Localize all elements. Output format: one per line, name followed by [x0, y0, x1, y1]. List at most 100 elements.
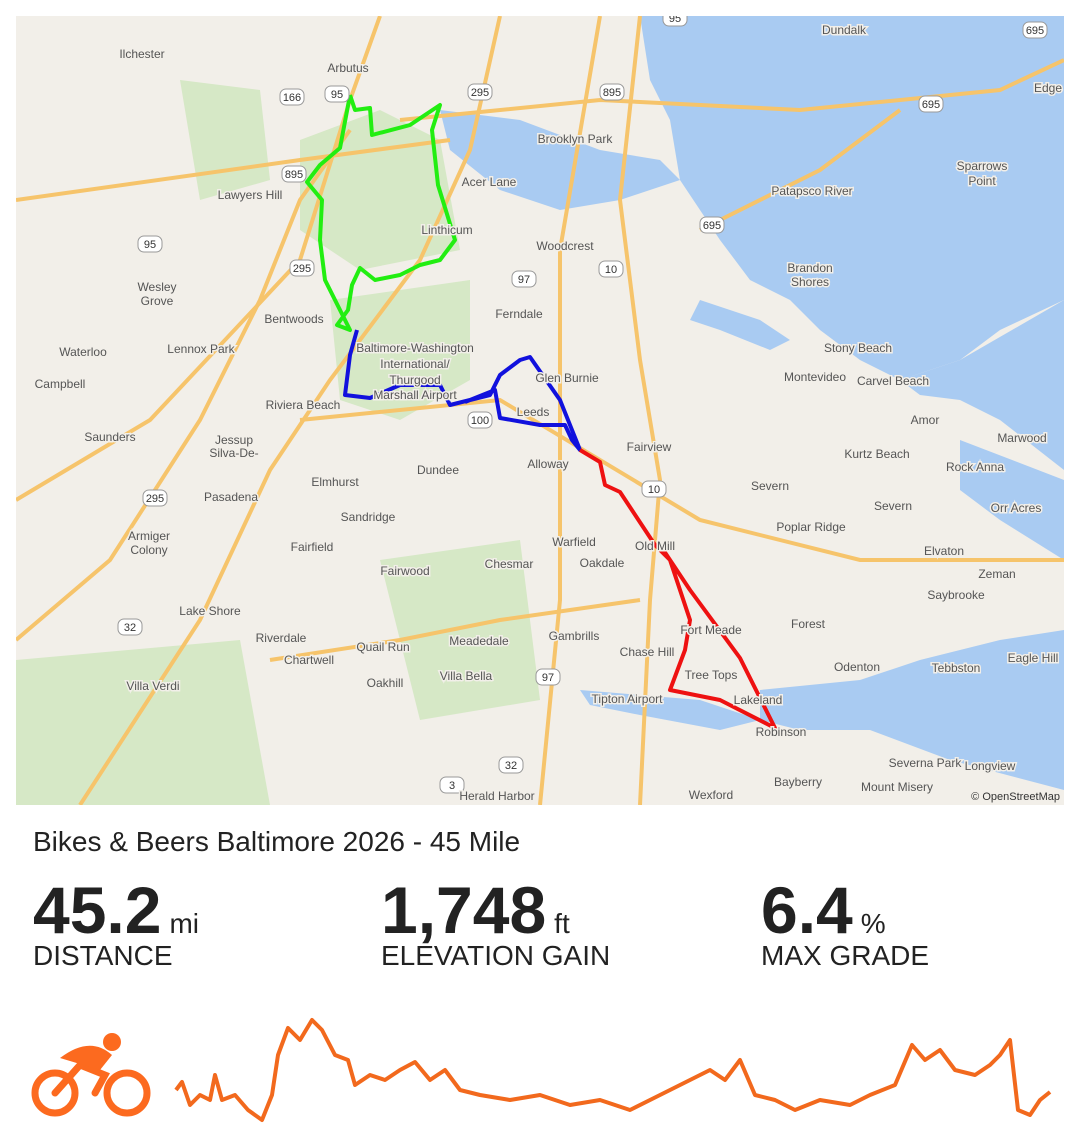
stat-value: 45.2 [33, 873, 162, 947]
place-label: Elvaton [924, 544, 964, 558]
stat: 6.4% MAX GRADE [761, 872, 929, 972]
stat-value: 6.4 [761, 873, 853, 947]
place-label: Orr Acres [991, 501, 1042, 515]
place-label: Montevideo [784, 370, 846, 384]
place-label: Sandridge [341, 510, 396, 524]
place-label: Lawyers Hill [218, 188, 283, 202]
shield [498, 756, 524, 774]
shield-label: 295 [293, 263, 311, 275]
shield [439, 776, 465, 794]
place-label: Edge [1034, 81, 1062, 95]
place-label: Chase Hill [620, 645, 675, 659]
place-label: Amor [911, 413, 940, 427]
shield-label: 10 [605, 264, 617, 276]
place-label: Chartwell [284, 653, 334, 667]
shield [1022, 21, 1048, 39]
stat-row: 6.4% [761, 872, 929, 948]
place-label: Armiger [128, 529, 170, 543]
place-label: Patapsco River [771, 184, 852, 198]
place-label: Carvel Beach [857, 374, 929, 388]
shield [918, 95, 944, 113]
route-title: Bikes & Beers Baltimore 2026 - 45 Mile [33, 826, 521, 857]
shield-label: 32 [505, 760, 517, 772]
shield-label: 895 [285, 169, 303, 181]
place-label: Jessup [215, 433, 253, 447]
place-label: International/ [380, 357, 450, 371]
shield [598, 260, 624, 278]
map[interactable]: 95 166 95 295 895 895 695 695 95 295 695 97 10 100 10 2… [16, 16, 1064, 805]
place-label: Tipton Airport [592, 692, 664, 706]
place-label: Riverdale [256, 631, 307, 645]
shield-label: 100 [471, 415, 489, 427]
shield [535, 668, 561, 686]
place-label: Stony Beach [824, 341, 892, 355]
stat-label: ELEVATION GAIN [381, 940, 611, 971]
shield-label: 3 [449, 780, 455, 792]
stat: 1,748 ft ELEVATION GAIN [381, 872, 610, 972]
place-label: Shores [791, 275, 829, 289]
place-label: Fairfield [291, 540, 334, 554]
place-label: Alloway [527, 457, 568, 471]
place-label: Villa Bella [440, 669, 493, 683]
shield [137, 235, 163, 253]
place-label: Wexford [689, 788, 733, 802]
place-label: Dundalk [822, 23, 867, 37]
shield-label: 10 [648, 484, 660, 496]
place-label: Ilchester [119, 47, 164, 61]
place-label: Quail Run [356, 640, 409, 654]
place-label: Baltimore-Washington [356, 341, 474, 355]
shield [289, 259, 315, 277]
shield [281, 165, 307, 183]
place-label: Severna Park [889, 756, 963, 770]
shield [599, 83, 625, 101]
place-label: Bentwoods [264, 312, 323, 326]
shield-label: 97 [542, 672, 554, 684]
place-label: Old Mill [635, 539, 675, 553]
place-label: Tebbston [932, 661, 981, 675]
attribution: © OpenStreetMap [971, 791, 1060, 803]
place-label: Oakdale [580, 556, 625, 570]
shield [662, 16, 688, 27]
place-label: Bayberry [774, 775, 822, 789]
place-label: Marwood [997, 431, 1046, 445]
place-label: Lakeland [734, 693, 783, 707]
place-label: Kurtz Beach [844, 447, 909, 461]
stat-unit: mi [169, 908, 200, 939]
place-label: Acer Lane [462, 175, 517, 189]
stat-label: DISTANCE [33, 940, 173, 971]
stat-label: MAX GRADE [761, 940, 930, 971]
place-label: Glen Burnie [535, 371, 599, 385]
place-label: Severn [751, 479, 789, 493]
place-label: Chesmar [485, 557, 534, 571]
place-label: Sparrows [957, 159, 1008, 173]
shield-label: 97 [518, 274, 530, 286]
place-label: Riviera Beach [266, 398, 341, 412]
shield-label: 32 [124, 622, 136, 634]
place-label: Eagle Hill [1008, 651, 1059, 665]
place-label: Thurgood [389, 373, 440, 387]
shield-label: 695 [1026, 25, 1044, 37]
shield-label: 95 [331, 89, 343, 101]
place-label: Mount Misery [861, 780, 933, 794]
place-label: Tree Tops [685, 668, 738, 682]
shield-label: 95 [144, 239, 156, 251]
place-label: Point [968, 174, 996, 188]
place-label: Longview [965, 759, 1016, 773]
shield [511, 270, 537, 288]
place-label: Leeds [517, 405, 550, 419]
shield-label: 895 [603, 87, 621, 99]
place-label: Warfield [552, 535, 596, 549]
shield [324, 85, 350, 103]
place-label: Brandon [787, 261, 832, 275]
place-label: Gambrills [549, 629, 600, 643]
shield-label: 166 [283, 92, 301, 104]
place-label: Odenton [834, 660, 880, 674]
shield-label: 95 [669, 16, 681, 25]
place-label: Wesley [137, 280, 176, 294]
place-label: Brooklyn Park [538, 132, 614, 146]
place-label: Severn [874, 499, 912, 513]
shield [641, 480, 667, 498]
place-label: Lake Shore [179, 604, 241, 618]
shield-label: 295 [146, 493, 164, 505]
